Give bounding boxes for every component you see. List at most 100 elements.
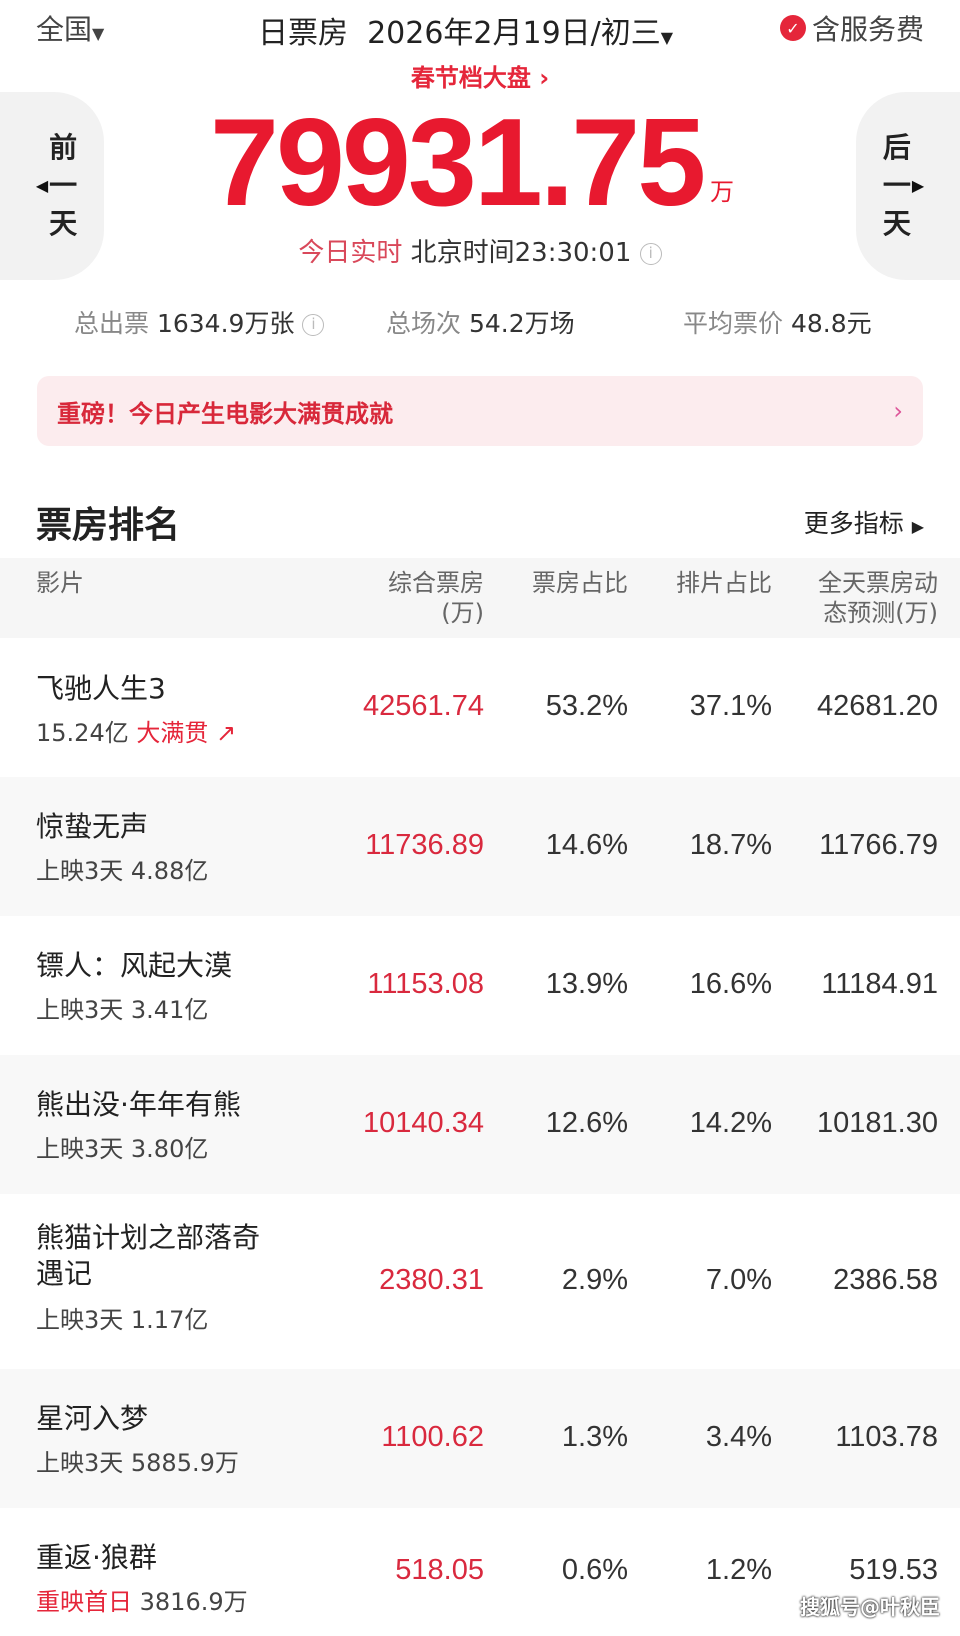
watermark: 搜狐号@叶秋臣 (800, 1595, 940, 1619)
stat-value: 1634.9万张 (156, 309, 295, 338)
table-row[interactable]: 惊蛰无声 上映3天 4.88亿 11736.89 14.6% 18.7% 117… (0, 777, 960, 916)
film-sub: 上映3天 5885.9万 (36, 1449, 239, 1477)
table-row[interactable]: 飞驰人生3 15.24亿 大满贯 ↗ 42561.74 53.2% 37.1% … (0, 639, 960, 777)
info-icon[interactable]: i (302, 314, 325, 336)
table-row[interactable]: 星河入梦 上映3天 5885.9万 1100.62 1.3% 3.4% 1103… (0, 1369, 960, 1508)
service-label: 含服务费 (811, 13, 924, 46)
page-title: 日票房 2026年2月19日/初三 (258, 16, 661, 51)
caret-down-icon: ▼ (92, 24, 105, 43)
box-office: 2380.31 (379, 1263, 484, 1296)
table-row[interactable]: 熊出没·年年有熊 上映3天 3.80亿 10140.34 12.6% 14.2%… (0, 1055, 960, 1194)
prev-day-button[interactable]: ◀ 前一天 (0, 92, 104, 280)
grand-slam-badge[interactable]: 大满贯 (136, 719, 209, 747)
box-share: 0.6% (561, 1554, 628, 1586)
stat-label: 总出票 (74, 309, 150, 338)
prev-label: 前 (49, 131, 78, 164)
box-share: 2.9% (561, 1263, 628, 1296)
share-icon[interactable]: ↗ (208, 719, 237, 747)
film-name: 镖人：风起大漠 (36, 949, 233, 982)
film-sub: 3816.9万 (139, 1588, 248, 1616)
date-selector[interactable]: 日票房 2026年2月19日/初三▼ (258, 8, 673, 52)
film-sub: 上映3天 3.41亿 (36, 996, 209, 1024)
prev-label: 一 (49, 169, 78, 202)
realtime-info: 今日实时 北京时间23:30:01 i (0, 232, 960, 269)
more-label: 更多指标 (803, 509, 904, 538)
realtime-time: 北京时间23:30:01 (410, 238, 632, 268)
schedule-share: 7.0% (705, 1263, 772, 1296)
col-box[interactable]: 综合票房 (万) (388, 569, 484, 627)
section-title: 票房排名 (36, 505, 181, 546)
film-name: 熊猫计划之部落奇遇记 (36, 1221, 261, 1290)
service-fee-toggle[interactable]: ✓ 含服务费 (779, 8, 924, 48)
region-label: 全国 (36, 13, 93, 46)
stat-label: 总场次 (386, 309, 462, 338)
col-share[interactable]: 票房占比 (532, 569, 628, 597)
film-name: 熊出没·年年有熊 (36, 1088, 241, 1121)
rerelease-label: 重映首日 (36, 1588, 132, 1616)
box-share: 12.6% (545, 1106, 628, 1139)
check-icon: ✓ (779, 15, 806, 41)
forecast: 11184.91 (821, 967, 938, 1000)
prev-label: 天 (49, 207, 78, 240)
schedule-share: 3.4% (705, 1420, 772, 1453)
caret-right-icon: ▶ (911, 517, 924, 536)
forecast: 2386.58 (833, 1263, 938, 1296)
realtime-label: 今日实时 (298, 238, 403, 268)
table-header: 影片 综合票房 (万) 票房占比 排片占比 全天票房动 态预测(万) (0, 558, 960, 638)
box-share: 14.6% (545, 828, 628, 861)
caret-right-icon: ▶ (911, 176, 925, 195)
film-sub: 上映3天 1.17亿 (36, 1306, 209, 1334)
total-unit: 万 (710, 178, 734, 206)
next-label: 一 (882, 169, 911, 202)
forecast: 11766.79 (819, 828, 938, 861)
schedule-share: 16.6% (689, 967, 772, 1000)
stat-price: 平均票价 48.8元 (683, 304, 872, 340)
total-box-office: 79931.75 (210, 94, 706, 232)
caret-down-icon: ▼ (660, 28, 674, 47)
stat-value: 54.2万场 (468, 309, 575, 338)
schedule-share: 37.1% (689, 690, 772, 722)
film-name: 重返·狼群 (36, 1541, 157, 1574)
festival-label: 春节档大盘 (410, 64, 531, 92)
region-selector[interactable]: 全国▼ (36, 8, 104, 48)
stat-label: 平均票价 (683, 309, 784, 338)
schedule-share: 1.2% (705, 1554, 772, 1586)
next-label: 天 (882, 207, 911, 240)
forecast: 519.53 (849, 1554, 938, 1586)
col-sched[interactable]: 排片占比 (676, 569, 772, 597)
table-row[interactable]: 熊猫计划之部落奇遇记 上映3天 1.17亿 2380.31 2.9% 7.0% … (0, 1194, 960, 1369)
next-day-button[interactable]: 后一天 ▶ (856, 92, 960, 280)
banner-text: 重磅！今日产生电影大满贯成就 (57, 399, 393, 428)
festival-link[interactable]: 春节档大盘 › (0, 58, 960, 93)
film-name: 惊蛰无声 (36, 810, 149, 843)
stat-value: 48.8元 (790, 309, 872, 338)
film-name: 星河入梦 (36, 1402, 149, 1435)
stat-tickets: 总出票 1634.9万张 i (74, 304, 325, 340)
box-office: 1100.62 (381, 1420, 484, 1453)
box-office: 42561.74 (363, 690, 484, 722)
stat-shows: 总场次 54.2万场 (386, 304, 575, 340)
chevron-right-icon: › (893, 397, 903, 425)
schedule-share: 18.7% (689, 828, 772, 861)
achievement-banner[interactable]: 重磅！今日产生电影大满贯成就 › (37, 376, 923, 446)
col-forecast[interactable]: 全天票房动 态预测(万) (818, 569, 938, 627)
col-film: 影片 (36, 569, 84, 597)
forecast: 42681.20 (817, 690, 938, 722)
film-name: 飞驰人生3 (36, 672, 166, 705)
box-share: 1.3% (561, 1420, 628, 1453)
info-icon[interactable]: i (639, 242, 662, 265)
film-sub: 15.24亿 (36, 719, 129, 747)
table-row[interactable]: 镖人：风起大漠 上映3天 3.41亿 11153.08 13.9% 16.6% … (0, 916, 960, 1055)
chevron-right-icon: › (530, 64, 550, 92)
more-metrics-button[interactable]: 更多指标 ▶ (804, 504, 924, 540)
box-office: 11153.08 (367, 967, 484, 1000)
box-share: 13.9% (545, 967, 628, 1000)
forecast: 1103.78 (835, 1420, 938, 1453)
film-sub: 上映3天 4.88亿 (36, 857, 209, 885)
caret-left-icon: ◀ (35, 176, 49, 195)
forecast: 10181.30 (817, 1106, 938, 1139)
table-row[interactable]: 重返·狼群 重映首日 3816.9万 518.05 0.6% 1.2% 519.… (0, 1508, 960, 1636)
schedule-share: 14.2% (689, 1106, 772, 1139)
box-office: 10140.34 (363, 1106, 484, 1139)
box-share: 53.2% (545, 690, 628, 722)
